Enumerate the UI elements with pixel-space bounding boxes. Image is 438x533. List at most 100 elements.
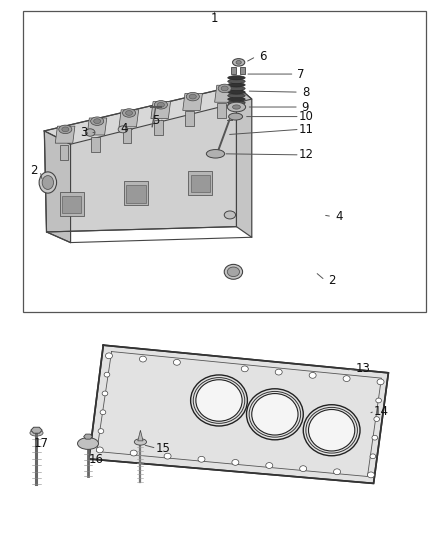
Polygon shape — [44, 131, 71, 243]
Ellipse shape — [228, 86, 245, 91]
Text: 2: 2 — [328, 274, 336, 287]
Bar — [60, 192, 84, 216]
Ellipse shape — [300, 466, 307, 472]
Ellipse shape — [228, 76, 245, 80]
Ellipse shape — [154, 101, 167, 109]
Bar — [126, 185, 146, 203]
Ellipse shape — [227, 102, 246, 112]
Ellipse shape — [118, 126, 128, 133]
Text: 1: 1 — [211, 12, 219, 25]
Polygon shape — [87, 118, 107, 135]
Bar — [124, 181, 148, 205]
Ellipse shape — [308, 409, 355, 451]
Ellipse shape — [236, 61, 241, 64]
Ellipse shape — [189, 94, 196, 99]
Ellipse shape — [59, 125, 72, 134]
Ellipse shape — [164, 453, 171, 459]
Ellipse shape — [228, 101, 245, 105]
Text: 15: 15 — [155, 442, 170, 455]
Ellipse shape — [94, 119, 101, 124]
Ellipse shape — [334, 469, 340, 475]
Bar — [22, 11, 426, 312]
Ellipse shape — [85, 129, 95, 136]
Text: 5: 5 — [152, 114, 159, 127]
Ellipse shape — [306, 407, 357, 453]
Ellipse shape — [377, 379, 384, 385]
Ellipse shape — [303, 405, 360, 456]
Ellipse shape — [228, 83, 245, 87]
Bar — [217, 103, 226, 118]
Ellipse shape — [218, 84, 231, 93]
Bar — [60, 146, 68, 160]
Ellipse shape — [62, 127, 69, 132]
Ellipse shape — [126, 110, 133, 115]
Ellipse shape — [228, 93, 245, 98]
Text: 4: 4 — [120, 122, 128, 135]
Text: 7: 7 — [297, 68, 305, 80]
Ellipse shape — [227, 267, 240, 277]
Text: 4: 4 — [335, 210, 343, 223]
Ellipse shape — [173, 359, 180, 365]
Bar — [123, 128, 131, 143]
Bar — [231, 67, 237, 74]
Ellipse shape — [130, 450, 137, 456]
Bar — [91, 137, 100, 152]
Ellipse shape — [249, 391, 300, 437]
Ellipse shape — [228, 79, 245, 84]
Ellipse shape — [370, 454, 376, 459]
Ellipse shape — [100, 410, 106, 415]
Ellipse shape — [228, 90, 245, 94]
Bar — [62, 196, 81, 213]
Ellipse shape — [30, 430, 43, 436]
Ellipse shape — [372, 435, 378, 440]
Ellipse shape — [275, 369, 282, 375]
Ellipse shape — [42, 175, 53, 189]
Text: 16: 16 — [88, 453, 103, 466]
Ellipse shape — [229, 113, 243, 120]
Ellipse shape — [206, 150, 225, 158]
Bar — [191, 174, 210, 192]
Ellipse shape — [367, 472, 374, 478]
Bar — [188, 171, 212, 195]
Text: 17: 17 — [34, 437, 49, 450]
Ellipse shape — [247, 389, 303, 440]
Polygon shape — [183, 93, 202, 110]
Ellipse shape — [309, 373, 316, 378]
Polygon shape — [44, 86, 237, 232]
Polygon shape — [215, 85, 234, 102]
Ellipse shape — [134, 439, 147, 445]
Ellipse shape — [123, 109, 136, 117]
Ellipse shape — [376, 398, 381, 403]
Ellipse shape — [196, 379, 242, 421]
Ellipse shape — [98, 429, 104, 433]
Polygon shape — [44, 86, 252, 144]
Polygon shape — [84, 434, 92, 439]
Ellipse shape — [193, 377, 245, 423]
Ellipse shape — [157, 102, 164, 107]
Text: 11: 11 — [299, 123, 314, 136]
Text: 9: 9 — [302, 101, 309, 114]
Ellipse shape — [78, 438, 99, 449]
Text: 2: 2 — [30, 164, 37, 177]
Ellipse shape — [186, 92, 199, 101]
Ellipse shape — [224, 264, 243, 279]
Text: 12: 12 — [299, 148, 314, 161]
Ellipse shape — [139, 356, 146, 362]
Text: 8: 8 — [302, 86, 309, 99]
Text: 3: 3 — [80, 126, 87, 139]
Bar — [185, 111, 194, 126]
Ellipse shape — [252, 393, 298, 435]
Ellipse shape — [198, 456, 205, 462]
Polygon shape — [138, 430, 143, 441]
Ellipse shape — [228, 97, 245, 101]
Bar — [240, 67, 245, 74]
Ellipse shape — [104, 372, 110, 377]
Polygon shape — [89, 345, 389, 483]
Bar — [154, 120, 162, 135]
Ellipse shape — [39, 172, 57, 193]
Ellipse shape — [191, 375, 247, 426]
Ellipse shape — [91, 117, 104, 125]
Polygon shape — [55, 126, 75, 143]
Ellipse shape — [343, 376, 350, 382]
Ellipse shape — [241, 366, 248, 372]
